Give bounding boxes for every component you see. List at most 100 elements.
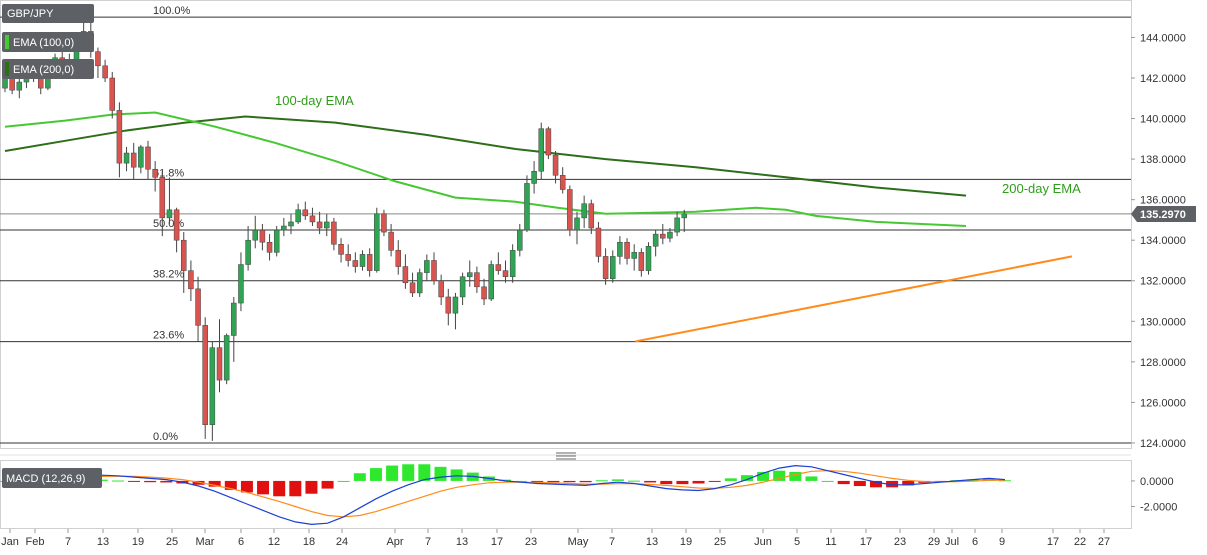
candle-body	[681, 213, 687, 219]
candle-body	[595, 227, 602, 257]
candle-body	[324, 221, 330, 229]
time-tick-label: 24	[336, 536, 348, 548]
time-tick-label: 13	[646, 536, 658, 548]
candle	[238, 252, 244, 312]
candle	[452, 292, 459, 330]
macd-histogram-bar	[240, 480, 253, 493]
candle-body	[338, 243, 344, 255]
candle-body	[345, 254, 351, 261]
macd-histogram-bar	[547, 480, 560, 483]
candle-body	[281, 225, 287, 231]
fib-label: 50.0%	[153, 218, 184, 230]
candle	[574, 211, 580, 245]
svg-text:135.2970: 135.2970	[1140, 209, 1186, 221]
candle	[588, 199, 595, 235]
candle	[145, 140, 151, 180]
macd-histogram-bar	[628, 480, 641, 482]
candle-body	[638, 252, 645, 271]
fib-label: 38.2%	[153, 269, 184, 281]
candle	[109, 71, 115, 119]
ema100-line	[4, 111, 967, 227]
candle	[209, 341, 216, 441]
fib-label: 0.0%	[153, 431, 178, 443]
price-tick-label: 142.0000	[1140, 73, 1186, 85]
candle	[295, 203, 301, 224]
candle	[231, 296, 237, 362]
candle	[16, 77, 23, 99]
candle	[181, 232, 187, 293]
time-tick-label: 7	[65, 536, 71, 548]
time-tick-label: 12	[268, 536, 280, 548]
macd-histogram-bar	[450, 469, 463, 481]
candle	[266, 234, 273, 261]
candle-body	[216, 347, 223, 381]
time-tick-label: 22	[1074, 536, 1086, 548]
candle	[610, 250, 616, 283]
legend-symbol: GBP/JPY	[7, 8, 54, 20]
candle-body	[245, 239, 251, 265]
candle-body	[674, 217, 680, 233]
candle	[638, 248, 645, 277]
candle	[388, 223, 394, 257]
candle-body	[388, 231, 394, 251]
time-tick-label: 19	[132, 536, 144, 548]
candle-body	[581, 203, 587, 219]
macd-histogram-bar	[676, 480, 689, 485]
time-tick-label: Jun	[754, 536, 772, 548]
candle	[159, 171, 166, 237]
candle	[445, 288, 452, 326]
macd-histogram-bar	[805, 476, 818, 481]
price-tick-label: 144.0000	[1140, 32, 1186, 44]
macd-panel-frame	[0, 460, 1132, 529]
macd-histogram-bar	[611, 479, 624, 481]
candle	[352, 252, 359, 273]
time-tick-label: 13	[97, 536, 109, 548]
legend: GBP/JPY EMA (100,0) EMA (200,0) MACD (12…	[2, 4, 102, 488]
price-tick-label: 138.0000	[1140, 154, 1186, 166]
time-tick-label: 9	[999, 536, 1005, 548]
candle	[166, 177, 173, 224]
candle	[188, 260, 194, 302]
macd-histogram-bar	[111, 480, 124, 482]
candle-body	[252, 229, 258, 241]
candle-body	[116, 110, 123, 164]
macd-histogram-bar	[273, 480, 286, 497]
candle	[123, 146, 130, 172]
candle-body	[231, 302, 237, 336]
candle	[245, 226, 251, 271]
candle	[202, 317, 208, 439]
candle-body	[195, 288, 201, 326]
candle-body	[474, 272, 480, 288]
candle	[345, 244, 351, 267]
candle	[481, 278, 487, 306]
candle-body	[102, 65, 108, 79]
candle	[431, 252, 437, 285]
time-tick-label: 29	[928, 536, 940, 548]
macd-histogram-bar	[289, 480, 302, 497]
annotation-100-ema: 100-day EMA	[275, 93, 354, 108]
candle-body	[266, 241, 273, 253]
candle-body	[188, 270, 194, 290]
candle-body	[445, 296, 452, 314]
candle-body	[517, 229, 523, 251]
candle	[652, 230, 659, 257]
time-tick-label: 25	[714, 536, 726, 548]
time-tick-label: Mar	[196, 536, 215, 548]
candle	[223, 333, 230, 385]
candle-body	[610, 256, 616, 279]
macd-signal-line	[4, 470, 1005, 518]
candle	[138, 144, 144, 174]
candle-body	[531, 171, 537, 184]
macd-histogram-bar	[224, 480, 237, 490]
macd-histogram-bar	[305, 480, 318, 494]
candle-body	[524, 183, 530, 231]
candle	[130, 142, 137, 180]
time-tick-label: 19	[680, 536, 692, 548]
candle	[309, 207, 316, 226]
candle	[567, 185, 573, 237]
candle	[173, 207, 180, 253]
support-line	[634, 255, 1073, 343]
panel-resize-handle[interactable]	[556, 452, 576, 460]
candle	[552, 150, 559, 184]
candle-body	[181, 239, 187, 271]
